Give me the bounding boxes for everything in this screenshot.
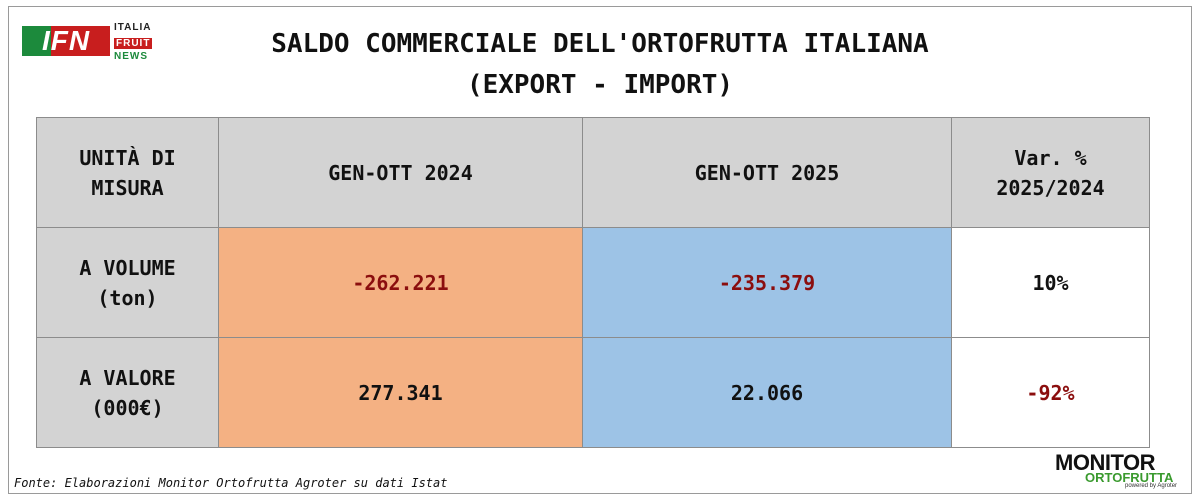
ifn-logo-news: NEWS <box>114 51 148 62</box>
row-label-value: A VALORE (000€) <box>36 337 219 448</box>
ifn-logo-text: ITALIA FRUIT NEWS <box>114 22 174 62</box>
header-unit-line1: UNITÀ DI <box>79 145 176 170</box>
row-label-volume: A VOLUME (ton) <box>36 227 219 338</box>
header-2025: GEN-OTT 2025 <box>582 117 952 228</box>
ifn-logo-fruit: FRUIT <box>114 38 153 49</box>
source-note: Fonte: Elaborazioni Monitor Ortofrutta A… <box>14 476 448 490</box>
monitor-logo-tagline: powered by Agroter <box>1125 483 1178 489</box>
row-label-line2: (ton) <box>97 285 158 310</box>
cell-value-2024: 277.341 <box>218 337 583 448</box>
row-label-line1: A VALORE <box>79 365 176 390</box>
ifn-logo-mark: IFN <box>22 26 110 56</box>
monitor-ortofrutta-logo: MONITOR ORTOFRUTTA powered by Agroter <box>1055 450 1185 490</box>
header-unit: UNITÀ DI MISURA <box>36 117 219 228</box>
cell-volume-2024: -262.221 <box>218 227 583 338</box>
monitor-logo-word2: ORTOFRUTTA <box>1085 470 1174 485</box>
header-var-line1: Var. % <box>1014 145 1087 170</box>
cell-volume-2025: -235.379 <box>582 227 952 338</box>
monitor-logo-word1: MONITOR <box>1055 450 1155 475</box>
trade-balance-table: UNITÀ DI MISURA GEN-OTT 2024 GEN-OTT 202… <box>36 117 1150 448</box>
table-row-value: A VALORE (000€) 277.341 22.066 -92% <box>36 337 1150 448</box>
page-subtitle: (EXPORT - IMPORT) <box>466 70 734 100</box>
header-variation: Var. % 2025/2024 <box>951 117 1150 228</box>
table-row-volume: A VOLUME (ton) -262.221 -235.379 10% <box>36 227 1150 338</box>
ifn-logo-italia: ITALIA <box>114 22 152 33</box>
ifn-logo: IFN ITALIA FRUIT NEWS <box>22 18 172 62</box>
cell-value-var: -92% <box>951 337 1150 448</box>
header-2024: GEN-OTT 2024 <box>218 117 583 228</box>
row-label-line2: (000€) <box>91 395 164 420</box>
infographic-frame <box>8 6 1192 494</box>
page-title: SALDO COMMERCIALE DELL'ORTOFRUTTA ITALIA… <box>271 29 929 59</box>
cell-value-2025: 22.066 <box>582 337 952 448</box>
header-var-line2: 2025/2024 <box>996 175 1105 200</box>
cell-volume-var: 10% <box>951 227 1150 338</box>
row-label-line1: A VOLUME <box>79 255 176 280</box>
table-header-row: UNITÀ DI MISURA GEN-OTT 2024 GEN-OTT 202… <box>36 117 1150 228</box>
header-unit-line2: MISURA <box>91 175 164 200</box>
